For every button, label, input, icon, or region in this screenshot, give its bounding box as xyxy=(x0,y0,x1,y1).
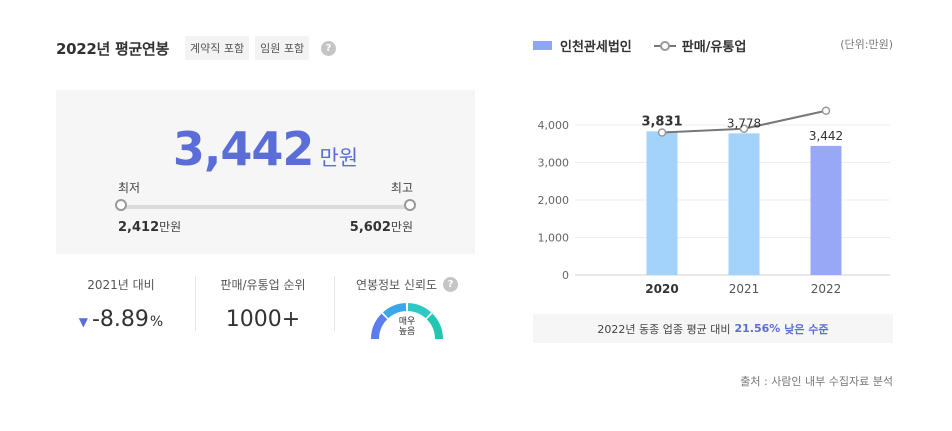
y-tick-label: 2,000 xyxy=(538,194,570,207)
bar xyxy=(646,131,678,275)
x-tick-label: 2022 xyxy=(811,282,842,296)
stat-divider xyxy=(334,276,335,331)
bar xyxy=(728,133,760,275)
tag-contract-included: 계약직 포함 xyxy=(184,36,250,60)
range-min-knob xyxy=(115,199,127,211)
line-point xyxy=(821,106,831,115)
salary-header: 2022년 평균연봉 계약직 포함 임원 포함 ? xyxy=(56,36,337,60)
line-point xyxy=(739,124,749,133)
bar-value-label: 3,831 xyxy=(641,114,682,129)
summary-prefix: 2022년 동종 업종 평균 대비 xyxy=(597,322,731,336)
y-tick-label: 0 xyxy=(562,269,569,282)
y-tick-label: 1,000 xyxy=(538,232,570,245)
gauge-arc xyxy=(371,303,443,340)
range-max-knob xyxy=(404,199,416,211)
reliability-level-line1: 매우 xyxy=(398,317,416,327)
salary-range-bar xyxy=(122,205,409,209)
yoy-value-row: ▼ -8.89% xyxy=(64,307,178,332)
max-salary: 5,602만원 xyxy=(350,218,413,235)
max-label: 최고 xyxy=(390,181,413,195)
average-salary-value: 3,442 xyxy=(172,122,315,176)
reliability-level: 매우 높음 xyxy=(367,317,447,337)
tag-executive-included: 임원 포함 xyxy=(255,36,310,60)
bar xyxy=(810,145,842,275)
bar-value-label: 3,778 xyxy=(727,116,761,130)
reliability-stat: 연봉정보 신뢰도 ? 매우 높음 xyxy=(342,276,472,343)
legend-industry: 판매/유통업 xyxy=(681,40,747,55)
down-arrow-icon: ▼ xyxy=(78,315,88,329)
legend-company: 인천관세법인 xyxy=(560,40,632,55)
min-label: 최저 xyxy=(118,181,141,195)
reliability-label: 연봉정보 신뢰도 xyxy=(355,278,438,292)
average-salary-box: 3,442 만원 최저 최고 2,412만원 5,602만원 xyxy=(56,90,475,254)
source-note: 출처 : 사람인 내부 수집자료 분석 xyxy=(740,375,893,388)
page-title: 2022년 평균연봉 xyxy=(56,39,169,58)
max-salary-unit: 만원 xyxy=(390,220,413,234)
chart-legend: 인천관세법인 판매/유통업 xyxy=(533,36,746,55)
rank-label: 판매/유통업 순위 xyxy=(220,278,306,292)
average-salary-unit: 만원 xyxy=(319,146,359,170)
stat-divider xyxy=(195,276,196,331)
help-icon[interactable]: ? xyxy=(443,277,459,292)
rank-stat: 판매/유통업 순위 1000+ xyxy=(203,276,323,332)
min-salary-unit: 만원 xyxy=(159,220,182,234)
yoy-unit: % xyxy=(149,314,164,330)
help-icon[interactable]: ? xyxy=(321,40,337,56)
legend-bar-swatch xyxy=(533,41,552,50)
industry-comparison-summary: 2022년 동종 업종 평균 대비 21.56% 낮은 수준 xyxy=(533,314,893,343)
unit-note: (단위:만원) xyxy=(840,38,893,51)
min-salary: 2,412만원 xyxy=(118,218,181,235)
reliability-label-row: 연봉정보 신뢰도 ? xyxy=(342,276,472,293)
summary-percent: 21.56% xyxy=(734,322,781,335)
reliability-gauge: 매우 높음 xyxy=(367,299,447,343)
average-salary: 3,442 만원 xyxy=(56,122,475,176)
x-tick-label: 2021 xyxy=(729,282,760,296)
reliability-level-line2: 높음 xyxy=(398,327,416,337)
x-tick-label: 2020 xyxy=(645,282,678,296)
bar-value-label: 3,442 xyxy=(809,129,843,143)
yoy-stat: 2021년 대비 ▼ -8.89% xyxy=(64,276,178,332)
yoy-value: -8.89 xyxy=(91,307,149,332)
min-salary-value: 2,412 xyxy=(118,220,160,235)
line-point xyxy=(657,128,667,137)
y-tick-label: 3,000 xyxy=(538,157,570,170)
legend-line-icon xyxy=(653,40,676,51)
yoy-label: 2021년 대비 xyxy=(87,278,155,292)
max-salary-value: 5,602 xyxy=(349,220,391,235)
rank-value: 1000+ xyxy=(225,307,301,332)
y-tick-label: 4,000 xyxy=(538,119,570,132)
summary-suffix: 낮은 수준 xyxy=(784,322,829,336)
salary-chart: 0 1,000 2,000 3,000 4,000 2020 2021 2022 3,831 3,… xyxy=(538,106,890,296)
